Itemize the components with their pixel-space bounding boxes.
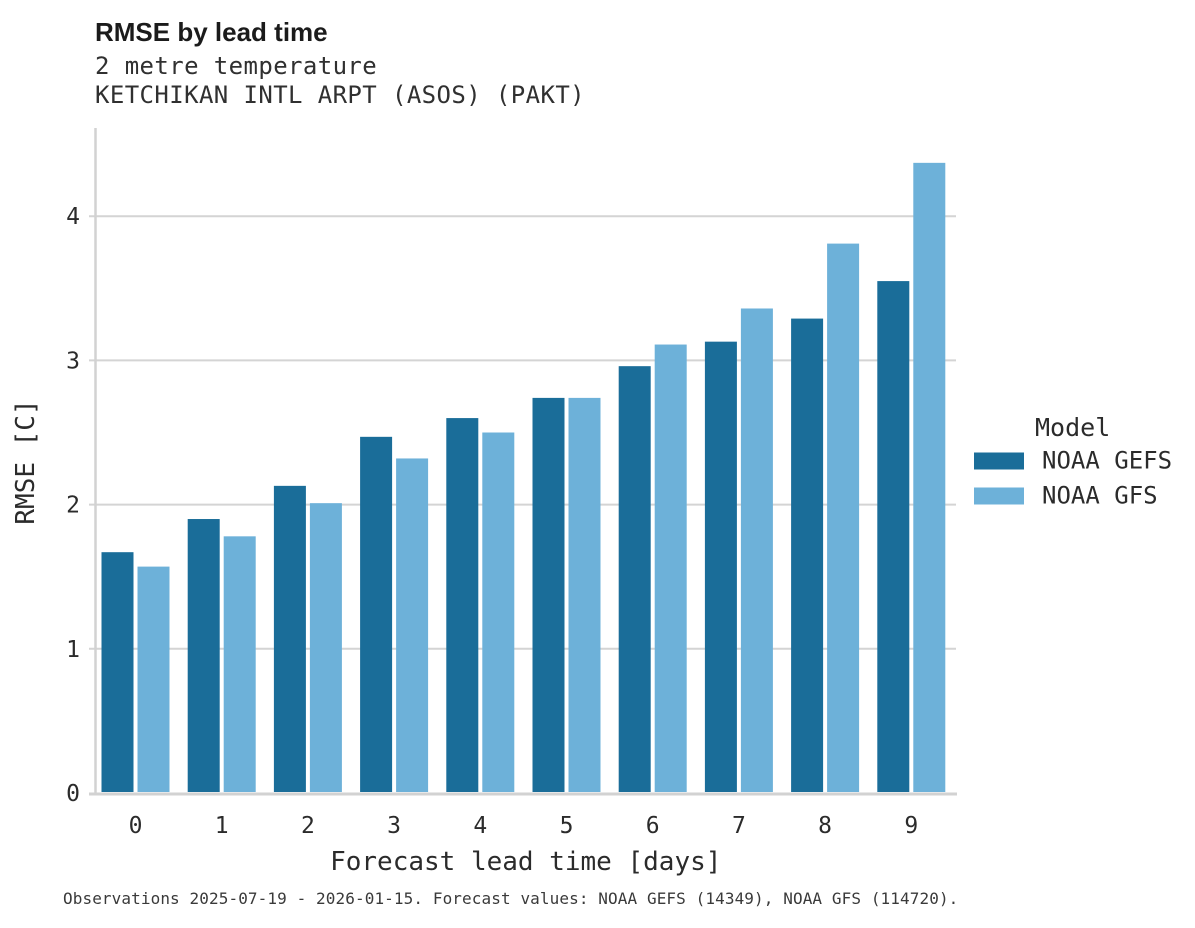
bar-noaa-gefs-lead-3 [360,436,393,792]
bar-noaa-gfs-lead-5 [568,397,601,792]
x-tick-label-6: 6 [646,813,660,839]
bar-noaa-gefs-lead-7 [704,341,737,792]
bar-noaa-gfs-lead-4 [482,432,515,792]
y-axis-title: RMSE [C] [11,399,41,524]
bar-noaa-gfs-lead-3 [396,458,429,792]
bar-noaa-gefs-lead-1 [187,519,220,792]
legend-title: Model [1035,413,1110,442]
bar-noaa-gefs-lead-4 [446,418,479,792]
x-tick-label-9: 9 [904,813,918,839]
chart-title: RMSE by lead time [95,17,328,47]
bar-noaa-gefs-lead-2 [273,485,306,792]
x-axis-title: Forecast lead time [days] [330,847,721,877]
x-tick-label-2: 2 [301,813,315,839]
bar-noaa-gfs-lead-7 [740,308,773,792]
x-tick-label-7: 7 [732,813,746,839]
bar-noaa-gefs-lead-6 [618,366,651,792]
bar-noaa-gefs-lead-0 [101,552,134,792]
y-tick-label-4: 4 [66,204,80,230]
y-tick-label-3: 3 [66,348,80,374]
chart-subtitle: 2 metre temperature [95,52,378,80]
chart-station-subtitle: KETCHIKAN INTL ARPT (ASOS) (PAKT) [95,81,586,109]
bar-noaa-gfs-lead-1 [223,536,256,792]
bar-noaa-gefs-lead-9 [877,281,910,792]
legend-label-noaa-gfs: NOAA GFS [1042,482,1158,510]
legend-swatch-noaa-gefs [974,452,1024,470]
bar-noaa-gfs-lead-0 [137,566,170,792]
x-tick-label-5: 5 [560,813,574,839]
legend-label-noaa-gefs: NOAA GEFS [1042,447,1172,475]
x-tick-label-4: 4 [473,813,487,839]
bar-noaa-gefs-lead-8 [791,318,824,792]
bar-noaa-gfs-lead-8 [827,243,860,792]
bar-noaa-gfs-lead-9 [913,162,946,792]
y-tick-label-1: 1 [66,637,80,663]
legend-swatch-noaa-gfs [974,487,1024,505]
x-tick-label-0: 0 [129,813,143,839]
x-tick-label-8: 8 [818,813,832,839]
bar-noaa-gfs-lead-2 [309,503,342,792]
bar-noaa-gefs-lead-5 [532,397,565,792]
x-tick-label-3: 3 [387,813,401,839]
x-tick-label-1: 1 [215,813,229,839]
bar-noaa-gfs-lead-6 [654,344,687,792]
y-tick-label-0: 0 [66,781,80,807]
y-tick-label-2: 2 [66,493,80,519]
chart-footnote: Observations 2025-07-19 - 2026-01-15. Fo… [63,889,959,908]
